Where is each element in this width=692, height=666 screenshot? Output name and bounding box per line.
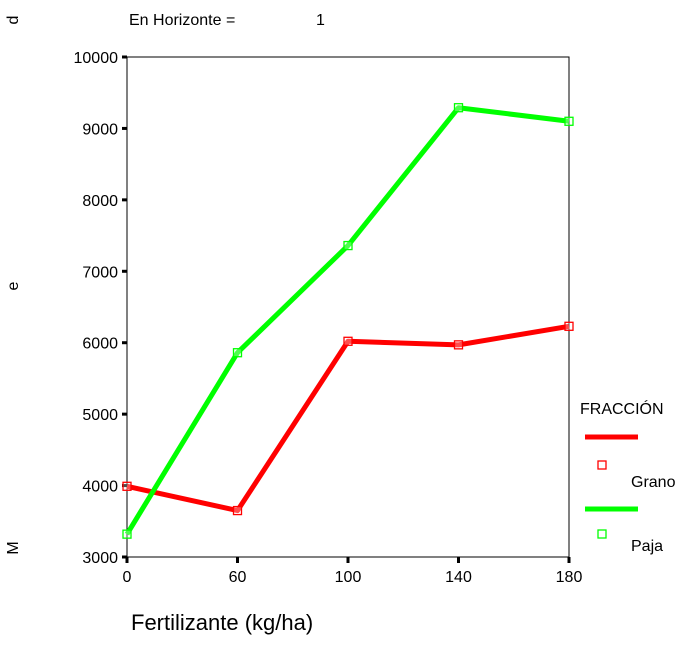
legend-marker-paja: [597, 529, 607, 539]
y-tick-label: 4000: [82, 479, 118, 496]
x-tick-label: 0: [123, 569, 132, 586]
legend-title: FRACCIÓN: [580, 399, 664, 418]
y-tick-label: 5000: [82, 407, 118, 424]
header-value: 1: [316, 12, 325, 29]
y-label-char-mid: e: [5, 281, 22, 290]
data-point-grano: [343, 336, 353, 346]
y-tick-label: 8000: [82, 193, 118, 210]
data-point-paja: [343, 240, 353, 251]
y-tick-label: 6000: [82, 336, 118, 353]
y-tick-label: 7000: [82, 264, 118, 281]
data-point-grano: [453, 340, 464, 350]
legend: FRACCIÓN Grano Paja: [580, 399, 676, 555]
data-point-grano: [564, 321, 574, 331]
x-axis-title: Fertilizante (kg/ha): [131, 610, 313, 635]
legend-marker-grano: [597, 460, 607, 470]
data-point-paja: [122, 529, 132, 539]
x-axis: 0 60 100 140 180: [123, 557, 583, 586]
header-label: En Horizonte =: [129, 12, 235, 29]
x-tick-label: 140: [445, 569, 472, 586]
y-tick-label: 3000: [82, 550, 118, 567]
data-point-paja: [453, 103, 464, 113]
series-layer: [122, 103, 574, 539]
series-line-paja: [124, 105, 570, 536]
data-point-grano: [232, 505, 243, 516]
x-tick-label: 180: [556, 569, 583, 586]
data-point-paja: [564, 116, 574, 126]
y-tick-label: 9000: [82, 121, 118, 138]
x-tick-label: 100: [335, 569, 362, 586]
y-axis: 3000 4000 5000 6000 7000 8000 9000 10000: [74, 50, 127, 567]
x-tick-label: 60: [229, 569, 247, 586]
legend-label-paja: Paja: [631, 538, 663, 555]
legend-label-grano: Grano: [631, 474, 676, 491]
data-point-grano: [122, 481, 132, 491]
plot-frame: [126, 56, 570, 558]
y-label-char-bottom: M: [5, 541, 22, 554]
y-label-char-top: d: [5, 16, 22, 25]
data-point-paja: [232, 348, 243, 358]
series-line-grano: [126, 323, 570, 514]
y-tick-label: 10000: [74, 50, 119, 67]
